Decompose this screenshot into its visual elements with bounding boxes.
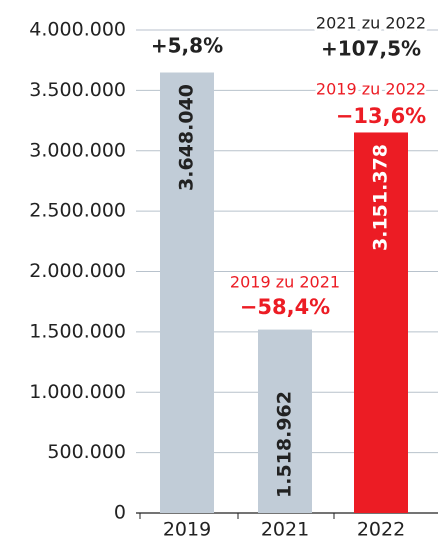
value-label: 3.648.040	[176, 84, 198, 191]
y-tick-label: 3.500.000	[29, 79, 126, 101]
annotation: +107,5%	[321, 37, 421, 61]
y-tick-label: 1.500.000	[29, 320, 126, 342]
value-label: 3.151.378	[370, 144, 392, 251]
annotation: 2019 zu 2022	[316, 80, 426, 99]
y-tick-label: 500.000	[47, 441, 126, 463]
y-tick-label: 2.500.000	[29, 200, 126, 222]
y-tick-label: 4.000.000	[29, 19, 126, 41]
y-tick-label: 0	[114, 502, 126, 524]
bar	[354, 132, 408, 513]
annotation: −13,6%	[336, 104, 426, 128]
value-label: 1.518.962	[274, 391, 296, 498]
bar	[160, 72, 214, 513]
y-tick-label: 1.000.000	[29, 381, 126, 403]
annotation: 2021 zu 2022	[316, 14, 426, 33]
x-tick-label: 2022	[357, 519, 405, 541]
y-tick-label: 2.000.000	[29, 260, 126, 282]
x-tick-label: 2019	[163, 519, 211, 541]
annotation: 2019 zu 2021	[230, 273, 340, 292]
bar	[258, 329, 312, 513]
y-tick-label: 3.000.000	[29, 139, 126, 161]
annotation: +5,8%	[151, 34, 223, 58]
x-tick-label: 2021	[261, 519, 309, 541]
annotation: −58,4%	[240, 295, 330, 319]
